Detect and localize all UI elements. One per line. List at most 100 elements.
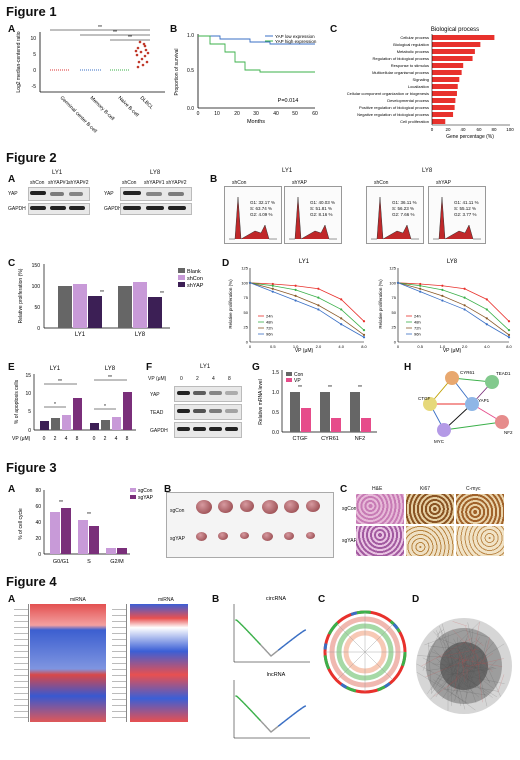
- 4a-dendrogram-2: [112, 604, 127, 722]
- 1c-category: Positive regulation of biological proces…: [359, 105, 429, 110]
- panel-2b-label: B: [210, 174, 217, 185]
- svg-text:150: 150: [32, 263, 41, 269]
- svg-text:**: **: [328, 385, 332, 391]
- 1c-bar: [432, 56, 473, 61]
- 3b-tumor: [218, 532, 228, 540]
- svg-text:20: 20: [234, 111, 240, 117]
- 2d-point: [397, 282, 399, 284]
- svg-text:circRNA: circRNA: [266, 596, 286, 602]
- 2d-xtick: 4.0: [338, 344, 344, 349]
- 2d-point: [272, 288, 274, 290]
- 3c-ki67-sgcon: [406, 494, 454, 524]
- svg-text:% of apoptosis cells: % of apoptosis cells: [14, 379, 20, 424]
- svg-text:60: 60: [312, 111, 318, 117]
- 2d-legend: 96h: [266, 332, 273, 337]
- 2d-ytick: 50: [244, 310, 249, 315]
- 2d-xtick: 0: [397, 344, 400, 349]
- 3c-cmyc-sgyap: [456, 526, 504, 556]
- panel-2e-barchart: LY1 LY8 0 5 10 15 % of apoptosis cells *…: [10, 362, 140, 452]
- 1b-ytick: 0.0: [187, 106, 194, 112]
- svg-text:20: 20: [35, 536, 41, 542]
- 1c-bar: [432, 98, 455, 103]
- 1c-xlabel: Gene percentage (%): [446, 134, 494, 140]
- 3b-tumor: [306, 532, 315, 539]
- 2b-col-label: shCon: [374, 180, 388, 186]
- 2d-point: [363, 334, 365, 336]
- 2b-ly8: LY8: [422, 168, 432, 174]
- 1a-ytick: 0: [33, 68, 36, 74]
- svg-text:15: 15: [25, 373, 31, 379]
- 2d-point: [441, 295, 443, 297]
- 2b-stat: G2: 3.77 %: [454, 212, 477, 217]
- svg-text:80: 80: [35, 488, 41, 494]
- 2d-point: [317, 297, 319, 299]
- 2d-xtick: 8.0: [361, 344, 367, 349]
- 1b-legend: YAP high expression: [275, 39, 317, 44]
- 2b-stat: S: 51.81 %: [310, 206, 332, 211]
- 1a-sig: **: [113, 30, 117, 36]
- figure-1-title: Figure 1: [6, 4, 57, 19]
- svg-text:40: 40: [460, 127, 466, 132]
- 2d-xtick: 2.0: [462, 344, 468, 349]
- 1b-pvalue: P=0.014: [278, 98, 299, 104]
- svg-text:0.5: 0.5: [272, 410, 279, 416]
- 2d-point: [363, 336, 365, 338]
- 2h-node: [445, 371, 459, 385]
- svg-text:0: 0: [431, 127, 434, 132]
- svg-text:LY8: LY8: [135, 332, 146, 338]
- 4a-heatmap-2: [130, 604, 188, 722]
- svg-text:VP: VP: [294, 378, 301, 384]
- svg-text:40: 40: [35, 520, 41, 526]
- 3c-he-sgyap: [356, 526, 404, 556]
- 2d-xtick: 8.0: [506, 344, 512, 349]
- 2d-legend: 96h: [414, 332, 421, 337]
- 1a-ytick: -5: [32, 84, 37, 90]
- 2d-legend: 72h: [266, 326, 273, 331]
- 1a-ylabel: Log2 median-centered ratio: [16, 31, 22, 92]
- 3c-ki67-sgyap: [406, 526, 454, 556]
- 1c-bar: [432, 35, 494, 40]
- svg-text:**: **: [160, 291, 164, 297]
- panel-4d-network: [410, 600, 518, 740]
- svg-text:G2/M: G2/M: [110, 559, 124, 565]
- 2d-xtick: 0: [249, 344, 252, 349]
- svg-text:1.5: 1.5: [272, 370, 279, 376]
- 1c-category: Regulation of biological process: [373, 56, 429, 61]
- 2d-point: [441, 299, 443, 301]
- svg-text:**: **: [59, 500, 63, 506]
- 2d-legend: 24h: [414, 314, 421, 319]
- svg-text:0: 0: [38, 552, 41, 558]
- 1b-ytick: 0.5: [187, 68, 194, 74]
- 1c-bar: [432, 42, 480, 47]
- 1c-category: Metabolic process: [397, 49, 429, 54]
- svg-text:Relative proliferation (%): Relative proliferation (%): [18, 268, 24, 323]
- svg-text:**: **: [58, 379, 62, 385]
- panel-1c-barchart: Biological process Cellular processBiolo…: [330, 22, 516, 140]
- 1c-category: Cell proliferation: [400, 119, 429, 124]
- 2h-node: [485, 375, 499, 389]
- 2a-ly1: LY1: [52, 170, 62, 176]
- svg-text:10: 10: [214, 111, 220, 117]
- 2b-stat: G1: 32.17 %: [250, 200, 275, 205]
- 4a-heatmap-1: [30, 604, 106, 722]
- panel-4c-circos: [320, 604, 410, 704]
- 3b-tumor: [284, 532, 294, 540]
- 2d-point: [272, 291, 274, 293]
- 1a-sig: **: [128, 35, 132, 41]
- 2d-xtick: 0.5: [270, 344, 276, 349]
- 1c-title: Biological process: [431, 27, 479, 33]
- svg-text:100: 100: [32, 284, 41, 290]
- svg-text:**: **: [108, 375, 112, 381]
- svg-text:8: 8: [126, 436, 129, 442]
- svg-text:CYR61: CYR61: [460, 370, 475, 375]
- 2d-point: [486, 298, 488, 300]
- svg-text:TEAD1: TEAD1: [496, 371, 511, 376]
- panel-1b-survival: YAP low expression YAP high expression 0…: [170, 22, 320, 137]
- 2b-stat: G2: 8.16 %: [310, 212, 333, 217]
- svg-text:CTGF: CTGF: [293, 436, 309, 442]
- 2d-ytick: 75: [244, 295, 249, 300]
- 2b-stat: G1: 40.03 %: [310, 200, 335, 205]
- 1c-bar: [432, 49, 475, 54]
- 2d-legend: 48h: [266, 320, 273, 325]
- 2d-ytick: 25: [392, 325, 397, 330]
